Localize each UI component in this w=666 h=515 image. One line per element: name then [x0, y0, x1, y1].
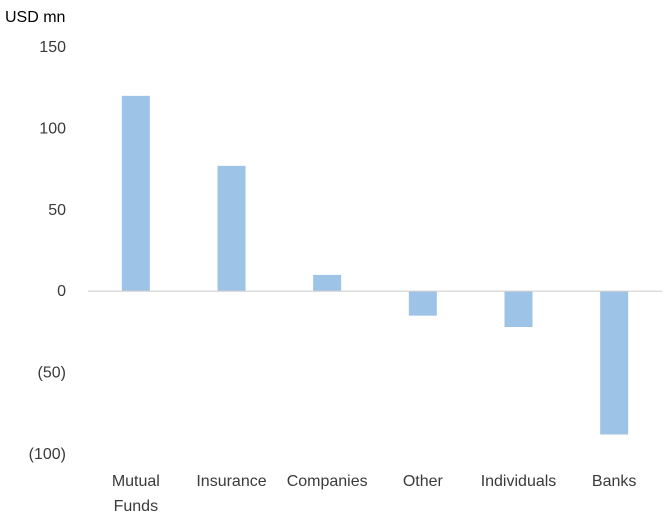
x-category-label: Insurance	[196, 473, 266, 490]
y-tick-label: 150	[39, 39, 66, 56]
x-axis-category-labels: Mutual Funds Insurance Companies Other Indivi…	[112, 473, 637, 515]
x-category-label: Funds	[114, 498, 158, 515]
bar	[313, 274, 342, 292]
y-tick-label: (100)	[29, 446, 66, 463]
x-category-label: Banks	[592, 473, 636, 490]
y-axis-tick-labels: 150 100 50 0 (50) (100)	[29, 39, 66, 463]
x-category-label: Other	[403, 473, 444, 490]
bar	[217, 165, 246, 292]
bar	[408, 291, 437, 316]
x-category-label: Individuals	[481, 473, 557, 490]
y-tick-label: 0	[57, 283, 66, 300]
y-tick-label: 50	[48, 202, 66, 219]
y-tick-label: (50)	[38, 365, 66, 382]
bar-series	[121, 95, 629, 435]
bar	[504, 291, 533, 328]
x-category-label: Mutual	[112, 473, 160, 490]
bar	[121, 95, 150, 292]
bar	[600, 291, 629, 435]
y-tick-label: 100	[39, 120, 66, 137]
y-axis-unit-label: USD mn	[5, 9, 65, 26]
x-category-label: Companies	[287, 473, 368, 490]
